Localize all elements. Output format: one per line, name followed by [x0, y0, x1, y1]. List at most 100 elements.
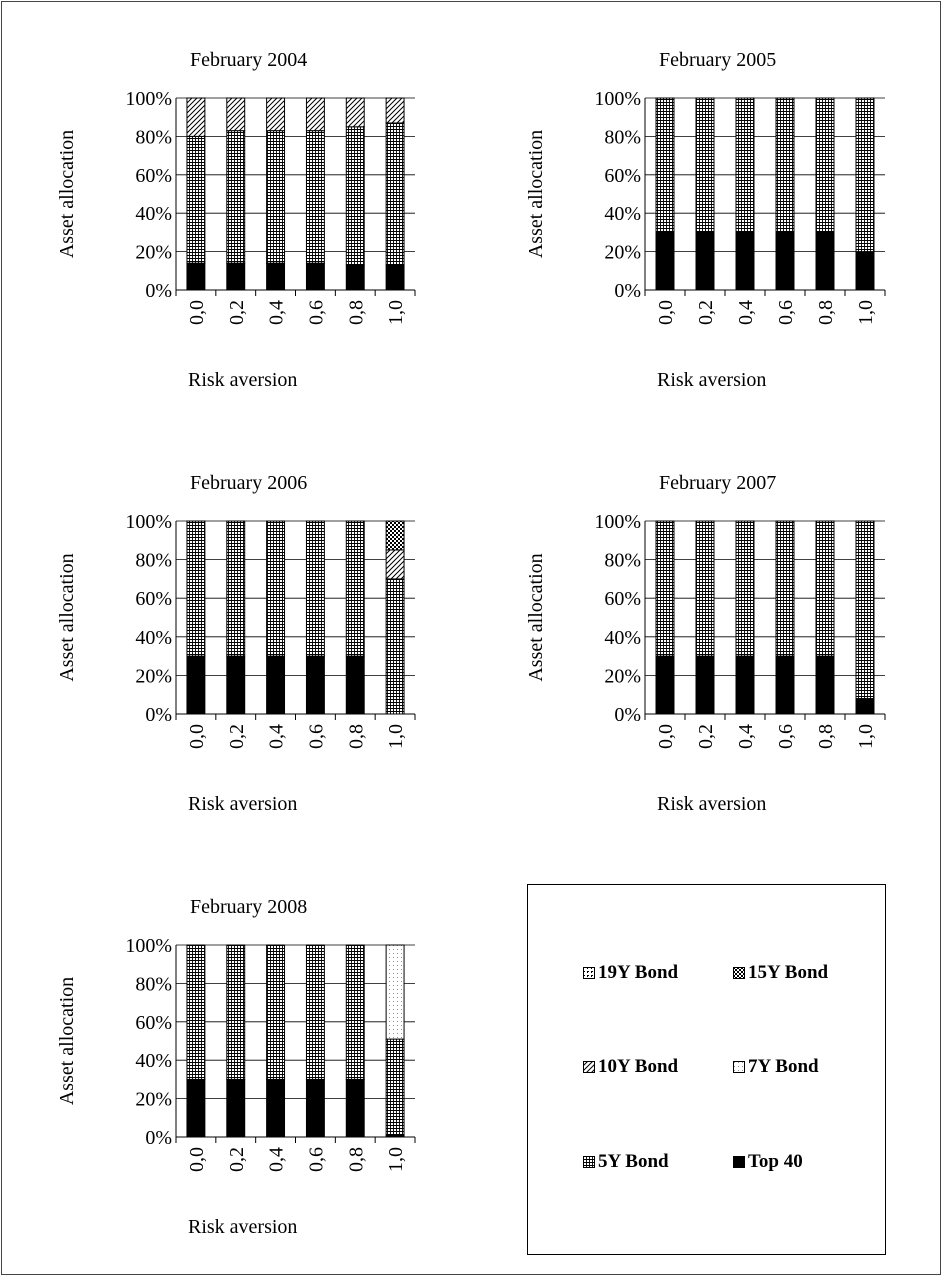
- bar-segment: [305, 944, 325, 1080]
- x-tick-label: 0,0: [186, 1147, 208, 1172]
- x-tick-label: 1,0: [855, 300, 877, 325]
- y-tick-label: 0%: [145, 1127, 172, 1149]
- y-tick-label: 80%: [135, 973, 172, 995]
- bar-segment: [855, 97, 875, 253]
- y-tick-label: 100%: [594, 88, 641, 110]
- x-tick-label: 0,2: [695, 724, 717, 749]
- y-tick-label: 100%: [125, 511, 172, 533]
- y-tick-label: 20%: [135, 242, 172, 264]
- bar-segment: [385, 1038, 405, 1136]
- legend-item: Top 40: [733, 1151, 803, 1173]
- bar-segment: [695, 655, 715, 715]
- bar-segment: [226, 1078, 246, 1138]
- x-tick-label: 0,8: [345, 724, 367, 749]
- bar-segment: [186, 1078, 206, 1138]
- bar-segment: [385, 520, 405, 551]
- bar-segment: [345, 520, 365, 657]
- legend-swatch: [733, 1156, 745, 1168]
- y-axis-label: Asset allocation: [525, 553, 547, 681]
- bar-segment: [655, 520, 675, 657]
- bar-segment: [695, 97, 715, 233]
- bar-segment: [186, 262, 206, 291]
- chart-panel-1: 0% 20% 40% 60% 80% 100% 0,0 0,2 0,4 0,6 0,8 1,0 Febr…: [56, 49, 416, 391]
- y-tick-label: 40%: [135, 1050, 172, 1072]
- y-tick-label: 0%: [145, 280, 172, 302]
- y-tick-label: 40%: [604, 203, 641, 225]
- y-tick-label: 40%: [135, 203, 172, 225]
- y-tick-label: 20%: [135, 1089, 172, 1111]
- y-tick-label: 20%: [604, 665, 641, 687]
- chart-title: February 2004: [190, 49, 307, 71]
- chart-title: February 2007: [659, 472, 776, 494]
- bar-segment: [305, 97, 325, 132]
- x-tick-label: 0,8: [345, 1147, 367, 1172]
- y-tick-label: 60%: [135, 588, 172, 610]
- bar-segment: [735, 97, 755, 233]
- legend-item: 19Y Bond: [583, 962, 678, 984]
- bar-segment: [855, 520, 875, 700]
- x-axis-label: Risk aversion: [188, 369, 297, 391]
- y-tick-label: 80%: [604, 126, 641, 148]
- x-tick-label: 0,6: [305, 300, 327, 325]
- bar-segment: [815, 655, 835, 715]
- y-tick-label: 100%: [594, 511, 641, 533]
- bar-segment: [815, 97, 835, 233]
- bar-segment: [266, 655, 286, 715]
- x-tick-label: 0,4: [266, 724, 288, 749]
- chart-title: February 2008: [190, 896, 307, 918]
- bar-segment: [226, 97, 246, 132]
- bar-segment: [266, 97, 286, 132]
- bar-segment: [305, 520, 325, 657]
- y-tick-label: 40%: [135, 627, 172, 649]
- x-tick-label: 0,2: [226, 300, 248, 325]
- legend-swatch: [583, 1061, 595, 1073]
- legend-swatch: [733, 1061, 745, 1073]
- legend-label: Top 40: [748, 1151, 803, 1172]
- x-tick-label: 0,0: [186, 300, 208, 325]
- legend-swatch: [583, 967, 595, 979]
- x-axis-label: Risk aversion: [657, 793, 766, 815]
- bar-segment: [735, 231, 755, 291]
- bar-segment: [226, 944, 246, 1080]
- bar-segment: [345, 126, 365, 266]
- bar-segment: [305, 655, 325, 715]
- bar-segment: [775, 231, 795, 291]
- bar-segment: [186, 655, 206, 715]
- bar-segment: [266, 1078, 286, 1138]
- x-tick-label: 0,4: [735, 300, 757, 325]
- y-axis-label: Asset allocation: [525, 130, 547, 258]
- bar-segment: [655, 97, 675, 233]
- x-tick-label: 0,0: [186, 724, 208, 749]
- y-tick-label: 60%: [135, 1012, 172, 1034]
- y-tick-label: 60%: [604, 588, 641, 610]
- bar-segment: [226, 655, 246, 715]
- chart-legend: 19Y Bond 15Y Bond 10Y Bond 7Y Bond 5Y Bond To…: [527, 884, 886, 1255]
- y-tick-label: 60%: [604, 165, 641, 187]
- bar-segment: [855, 251, 875, 291]
- chart-title: February 2005: [659, 49, 776, 71]
- y-axis-label: Asset allocation: [56, 553, 78, 681]
- bar-segment: [735, 655, 755, 715]
- x-axis-label: Risk aversion: [657, 369, 766, 391]
- x-tick-label: 0,6: [775, 300, 797, 325]
- x-tick-label: 0,4: [735, 724, 757, 749]
- bar-segment: [305, 262, 325, 291]
- y-tick-label: 80%: [135, 550, 172, 572]
- legend-item: 7Y Bond: [733, 1056, 819, 1078]
- x-axis-label: Risk aversion: [188, 1216, 297, 1238]
- legend-item: 10Y Bond: [583, 1056, 678, 1078]
- x-tick-label: 0,4: [266, 300, 288, 325]
- bar-segment: [775, 655, 795, 715]
- x-tick-label: 0,8: [815, 300, 837, 325]
- y-tick-label: 20%: [135, 665, 172, 687]
- bar-segment: [655, 655, 675, 715]
- bar-segment: [385, 578, 405, 715]
- chart-panel-5: 0% 20% 40% 60% 80% 100% 0,0 0,2 0,4 0,6 0,8 1,0 Febr…: [56, 896, 416, 1238]
- y-tick-label: 100%: [125, 88, 172, 110]
- x-tick-label: 0,0: [655, 724, 677, 749]
- bar-segment: [226, 520, 246, 657]
- bar-segment: [186, 520, 206, 657]
- bar-segment: [345, 97, 365, 128]
